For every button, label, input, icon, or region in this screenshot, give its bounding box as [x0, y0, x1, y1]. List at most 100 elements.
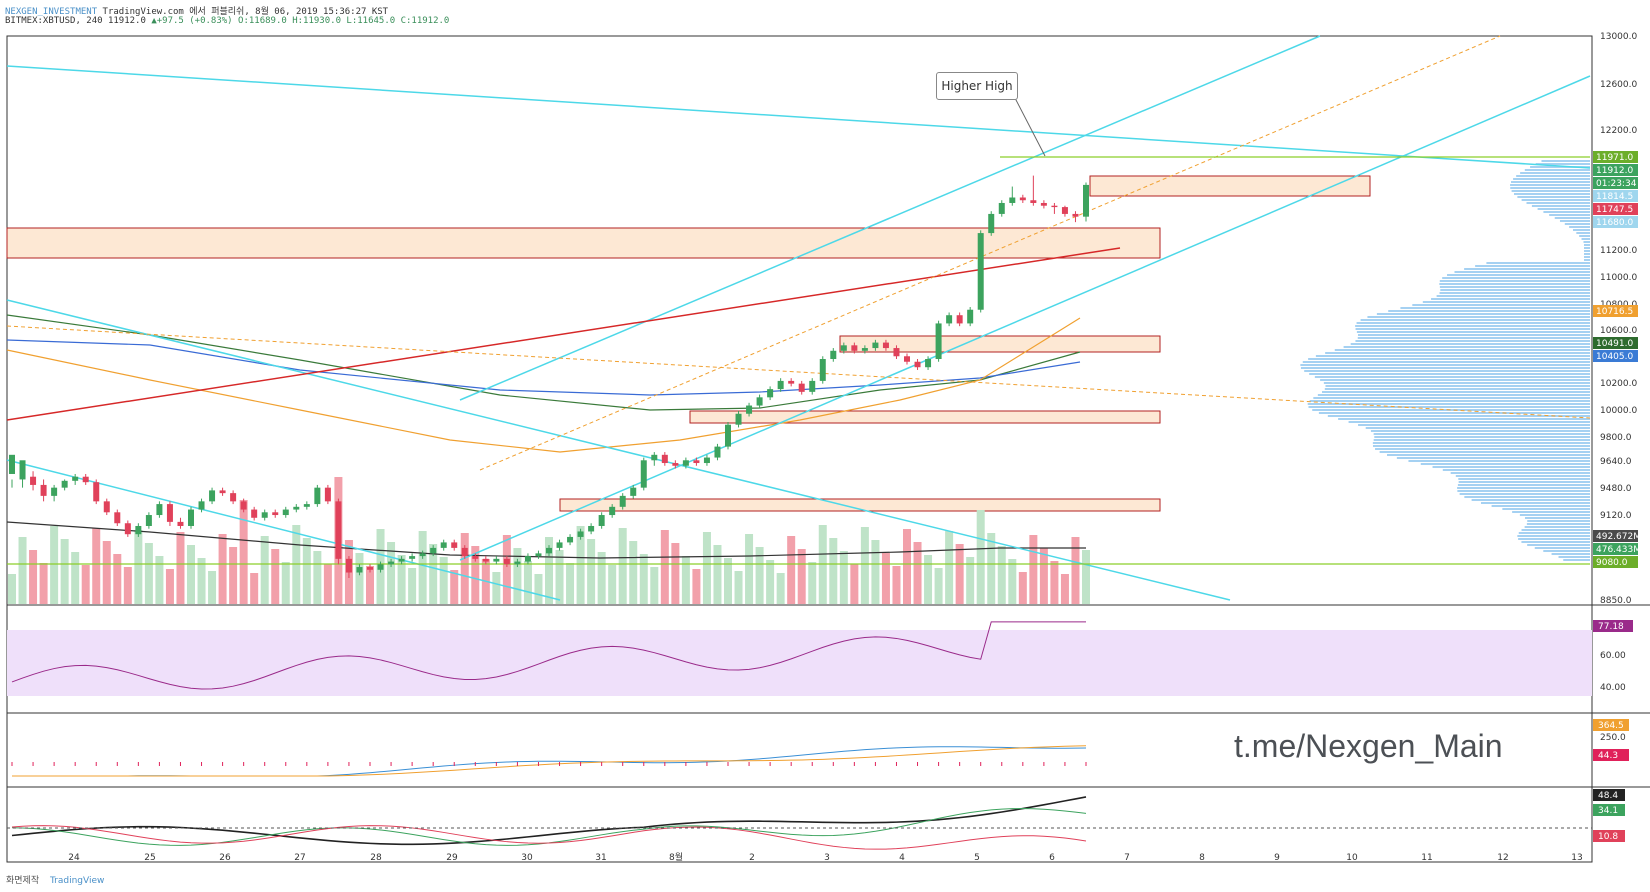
volume-bar: [323, 564, 332, 604]
telegram-watermark: t.me/Nexgen_Main: [1234, 728, 1503, 764]
volume-profile-bar: [1543, 211, 1590, 213]
volume-profile-bar: [1457, 490, 1590, 492]
candle-body: [967, 309, 974, 324]
candle-body: [977, 233, 984, 310]
volume-profile-bar: [1313, 397, 1590, 399]
volume-profile-bar: [1379, 451, 1590, 453]
volume-profile-bar: [1355, 340, 1590, 342]
candle-body: [482, 558, 489, 562]
time-axis-label: 12: [1497, 853, 1508, 863]
volume-profile-bar: [1372, 445, 1590, 447]
candle-body: [472, 556, 479, 559]
candle-body: [156, 504, 163, 516]
volume-profile-bar: [1375, 448, 1590, 450]
candle-body: [777, 380, 784, 390]
last-price: 11912.0: [107, 16, 146, 26]
candle-body: [103, 501, 110, 513]
candle-body: [788, 380, 795, 384]
price-axis-label: 11000.0: [1600, 273, 1637, 283]
volume-bar: [50, 526, 59, 604]
candle-body: [198, 501, 205, 510]
volume-bar: [629, 541, 638, 604]
time-axis-label: 3: [824, 853, 830, 863]
candle-body: [546, 547, 552, 554]
volume-profile-bar: [1524, 517, 1590, 519]
candle-body: [588, 525, 595, 532]
volume-bar: [976, 510, 985, 604]
volume-bar: [1039, 548, 1048, 604]
price-tag: 492.672M: [1593, 530, 1641, 542]
volume-profile-bar: [1519, 514, 1590, 516]
dmi-tag-bg: [1593, 804, 1625, 816]
time-axis-label: 4: [899, 853, 905, 863]
candle-body: [145, 515, 152, 526]
volume-profile-bar: [1324, 388, 1590, 390]
volume-bar: [766, 560, 775, 604]
candle-body: [303, 504, 310, 507]
volume-profile-bar: [1459, 493, 1590, 495]
volume-bar: [1082, 550, 1090, 604]
price-axis-label: 12600.0: [1600, 80, 1637, 90]
candle-body: [904, 356, 910, 362]
price-change: ▲+97.5 (+0.83%): [151, 16, 233, 26]
price-axis-label: 11200.0: [1600, 246, 1637, 256]
volume-profile-bar: [1343, 346, 1590, 348]
rsi-band: [7, 630, 1592, 696]
candle-body: [651, 454, 658, 461]
rsi-tag: 77.18: [1593, 620, 1633, 632]
volume-profile-bar: [1408, 460, 1590, 462]
volume-profile-bar: [1534, 547, 1590, 549]
volume-bar: [366, 566, 374, 604]
candle-body: [714, 446, 721, 458]
volume-profile-bar: [1521, 529, 1590, 531]
volume-bar: [997, 546, 1006, 604]
candle-body: [956, 315, 963, 324]
volume-bar: [671, 543, 680, 604]
brand-name: NEXGEN_INVESTMENT: [5, 7, 98, 17]
trading-chart[interactable]: 13000.012600.012200.011200.011000.010800…: [0, 0, 1650, 870]
red-trendline: [6, 247, 1121, 421]
volume-profile-bar: [1356, 331, 1590, 333]
time-axis-label: 13: [1571, 853, 1582, 863]
price-tag-bg: [1593, 216, 1638, 228]
volume-profile-bar: [1518, 538, 1590, 540]
volume-profile-bar: [1320, 379, 1590, 381]
volume-bar: [745, 534, 754, 604]
volume-bar: [1071, 537, 1080, 604]
candle-body: [1030, 200, 1037, 203]
price-tag-text: 11912.0: [1596, 166, 1633, 176]
volume-profile-bar: [1518, 532, 1590, 534]
volume-bar: [1008, 559, 1017, 604]
price-tag: 476.433M: [1593, 543, 1641, 555]
volume-profile-bar: [1512, 511, 1590, 513]
volume-bar: [829, 538, 838, 604]
trendline-upper: [6, 65, 1591, 169]
price-axis-label: 9800.0: [1600, 433, 1632, 443]
supply-zone: [6, 227, 1161, 259]
price-tag-text: 10491.0: [1596, 339, 1633, 349]
channel-upper-line: [459, 35, 1321, 401]
time-axis-label: 29: [446, 853, 458, 863]
volume-profile-bar: [1355, 325, 1590, 327]
volume-profile-bar: [1358, 424, 1590, 426]
volume-bar: [1050, 561, 1059, 604]
price-tag-bg: [1593, 151, 1638, 163]
volume-profile-bar: [1323, 382, 1590, 384]
candle-body: [114, 512, 121, 524]
volume-profile-bar: [1584, 256, 1590, 258]
candle-body: [440, 542, 447, 548]
candle-body: [1019, 197, 1026, 201]
volume-bar: [71, 552, 80, 604]
candle-body: [51, 487, 58, 496]
dashed-orange-line: [479, 35, 1501, 471]
volume-bar: [102, 541, 111, 604]
volume-profile-bar: [1367, 316, 1590, 318]
volume-bar: [418, 531, 427, 604]
candle-body: [1083, 184, 1089, 217]
volume-profile-bar: [1376, 313, 1590, 315]
price-tag-text: 11680.0: [1596, 218, 1633, 228]
volume-profile-bar: [1439, 292, 1590, 294]
candle-body: [219, 490, 226, 494]
volume-profile-bar: [1327, 415, 1590, 417]
volume-profile-bar: [1442, 277, 1590, 279]
